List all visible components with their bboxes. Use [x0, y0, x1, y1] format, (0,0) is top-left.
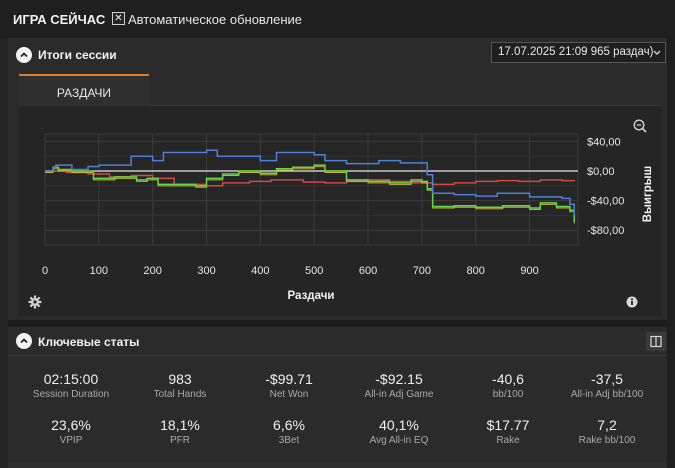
tab-hands-label: РАЗДАЧИ [56, 86, 112, 100]
stat-value: -$99.71 [265, 371, 313, 387]
series-line-red [45, 170, 575, 187]
chevron-down-icon [653, 50, 661, 55]
stat-value: 23,6% [51, 417, 91, 433]
x-tick-label: 0 [42, 265, 48, 277]
session-title: Итоги сессии [38, 48, 117, 62]
columns-button[interactable] [646, 332, 666, 351]
top-bar: ИГРА СЕЙЧАС ✕ Автоматическое обновление [0, 0, 675, 38]
winnings-chart: 0 100 200 300 400 500 600 700 800 900 $40,00 $0,00… [28, 119, 654, 309]
auto-refresh-label[interactable]: Автоматическое обновление [128, 12, 303, 27]
x-tick-label: 600 [359, 265, 377, 277]
session-date-value: 17.07.2025 21:09 965 раздач) [498, 46, 654, 58]
stat-label: All-in Adj Game [364, 389, 434, 400]
gear-icon[interactable] [28, 295, 42, 309]
stat-value: -40,6 [492, 371, 524, 387]
y-tick-label: $40,00 [587, 136, 621, 148]
stat-label: PFR [170, 435, 190, 446]
stats-panel [8, 327, 667, 468]
stat-value: -37,5 [591, 371, 623, 387]
x-tick-label: 400 [251, 265, 269, 277]
y-tick-label: -$80,00 [587, 225, 624, 237]
x-tick-label: 100 [90, 265, 108, 277]
series-line-blue [45, 149, 575, 216]
stat-label: Session Duration [32, 389, 110, 400]
info-icon[interactable] [626, 296, 638, 308]
chart-y-label: Выигрыш [642, 166, 654, 222]
stat-value: 7,2 [597, 417, 617, 433]
stats-collapse-button[interactable] [16, 333, 32, 349]
y-tick-label: -$40,00 [587, 196, 624, 208]
stats-title: Ключевые статы [38, 335, 140, 349]
stat-label: bb/100 [492, 389, 524, 400]
chart-grid [44, 133, 579, 246]
columns-icon [650, 335, 662, 348]
chart-container: 0 100 200 300 400 500 600 700 800 900 $40,00 $0,00… [19, 106, 661, 316]
stat-label: VPIP [59, 435, 83, 446]
stat-label: Rake [496, 435, 520, 446]
stat-value: 18,1% [160, 417, 200, 433]
stat-value: 40,1% [379, 417, 419, 433]
next-panel-edge [8, 462, 667, 468]
stat-value: 02:15:00 [43, 371, 99, 387]
y-tick-label: $0,00 [587, 166, 615, 178]
stat-label: Avg All-in EQ [369, 435, 429, 446]
chart-series [45, 149, 575, 224]
stat-value: $17.77 [486, 417, 530, 433]
x-tick-label: 900 [520, 265, 538, 277]
stat-label: Rake bb/100 [578, 435, 636, 446]
stat-label: Net Won [269, 389, 309, 400]
stat-label: 3Bet [278, 435, 300, 446]
x-tick-label: 300 [197, 265, 215, 277]
stat-value: 6,6% [273, 417, 305, 433]
page-title: ИГРА СЕЙЧАС [13, 12, 106, 27]
magnifier-icon[interactable] [633, 119, 647, 133]
series-line-green [45, 164, 575, 223]
stat-value: -$92.15 [375, 371, 423, 387]
session-date-select[interactable]: 17.07.2025 21:09 965 раздач) [491, 42, 666, 63]
x-tick-label: 700 [413, 265, 431, 277]
tab-hands[interactable]: РАЗДАЧИ [19, 74, 149, 108]
x-tick-label: 800 [467, 265, 485, 277]
plot-area [44, 133, 579, 246]
session-collapse-button[interactable] [16, 47, 32, 63]
chart-x-ticks: 0 100 200 300 400 500 600 700 800 900 [42, 265, 539, 277]
chart-y-ticks: $40,00 $0,00 -$40,00 -$80,00 [587, 136, 624, 237]
stats-divider [8, 355, 667, 356]
tab-divider [19, 105, 661, 106]
x-tick-label: 500 [305, 265, 323, 277]
chart-x-label: Раздачи [288, 290, 335, 302]
stat-label: All-in Adj bb/100 [570, 389, 644, 400]
auto-refresh-checkbox[interactable]: ✕ [112, 12, 125, 25]
chevron-up-icon [20, 338, 28, 344]
x-tick-label: 200 [143, 265, 161, 277]
stat-value: 983 [168, 371, 192, 387]
stat-label: Total Hands [153, 389, 207, 400]
left-strip [0, 38, 8, 468]
chevron-up-icon [20, 52, 28, 58]
